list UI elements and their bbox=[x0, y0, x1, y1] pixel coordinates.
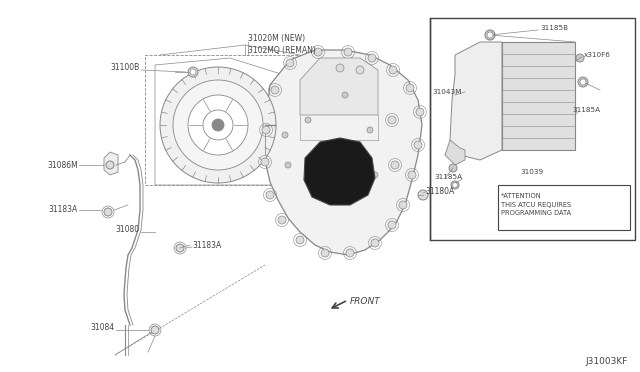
Circle shape bbox=[449, 164, 457, 172]
Text: 3102MQ (REMAN): 3102MQ (REMAN) bbox=[248, 45, 316, 55]
Text: 31086M: 31086M bbox=[47, 160, 78, 170]
Text: J31003KF: J31003KF bbox=[586, 357, 628, 366]
Circle shape bbox=[576, 54, 584, 62]
Circle shape bbox=[188, 67, 198, 77]
Circle shape bbox=[399, 201, 407, 209]
Circle shape bbox=[356, 66, 364, 74]
Circle shape bbox=[296, 236, 304, 244]
Circle shape bbox=[388, 221, 396, 229]
Circle shape bbox=[367, 127, 373, 133]
Circle shape bbox=[389, 66, 397, 74]
Circle shape bbox=[371, 239, 379, 247]
Bar bbox=[502, 42, 575, 150]
Circle shape bbox=[160, 67, 276, 183]
Bar bbox=[498, 185, 630, 230]
Circle shape bbox=[388, 116, 396, 124]
Circle shape bbox=[578, 77, 588, 87]
Circle shape bbox=[416, 108, 424, 116]
Text: 31020M (NEW): 31020M (NEW) bbox=[248, 33, 305, 42]
Circle shape bbox=[188, 95, 248, 155]
Circle shape bbox=[151, 326, 159, 334]
Circle shape bbox=[372, 172, 378, 178]
Circle shape bbox=[203, 110, 233, 140]
Circle shape bbox=[104, 208, 112, 216]
Bar bbox=[430, 18, 635, 240]
Text: FRONT: FRONT bbox=[350, 298, 381, 307]
Text: 31039: 31039 bbox=[520, 169, 543, 175]
Text: 31185A: 31185A bbox=[434, 174, 462, 180]
Circle shape bbox=[106, 161, 114, 169]
Circle shape bbox=[278, 216, 286, 224]
Circle shape bbox=[346, 249, 354, 257]
Circle shape bbox=[321, 249, 329, 257]
Text: 31180A: 31180A bbox=[425, 187, 454, 196]
Polygon shape bbox=[445, 140, 465, 165]
Text: 31043M: 31043M bbox=[432, 89, 461, 95]
Circle shape bbox=[368, 54, 376, 62]
Circle shape bbox=[173, 80, 263, 170]
Bar bbox=[145, 55, 300, 185]
Circle shape bbox=[314, 48, 322, 56]
Circle shape bbox=[285, 162, 291, 168]
Circle shape bbox=[336, 64, 344, 72]
Text: 31183A: 31183A bbox=[49, 205, 78, 215]
Circle shape bbox=[391, 161, 399, 169]
Text: 31100B: 31100B bbox=[111, 64, 140, 73]
Circle shape bbox=[414, 141, 422, 149]
Circle shape bbox=[212, 119, 224, 131]
Circle shape bbox=[261, 158, 269, 166]
Text: 31185A: 31185A bbox=[572, 107, 600, 113]
Circle shape bbox=[266, 191, 274, 199]
Text: 31080: 31080 bbox=[116, 225, 140, 234]
Text: 31084: 31084 bbox=[91, 324, 115, 333]
Circle shape bbox=[452, 183, 458, 187]
Circle shape bbox=[580, 79, 586, 85]
Circle shape bbox=[487, 32, 493, 38]
Circle shape bbox=[176, 244, 184, 252]
Circle shape bbox=[451, 181, 459, 189]
Circle shape bbox=[286, 59, 294, 67]
Circle shape bbox=[271, 86, 279, 94]
Circle shape bbox=[485, 30, 495, 40]
Polygon shape bbox=[450, 42, 502, 160]
Text: 31185B: 31185B bbox=[540, 25, 568, 31]
Circle shape bbox=[342, 92, 348, 98]
Polygon shape bbox=[265, 50, 422, 255]
Text: 31183A: 31183A bbox=[192, 241, 221, 250]
Polygon shape bbox=[300, 58, 378, 115]
Circle shape bbox=[305, 117, 311, 123]
Text: x310F6: x310F6 bbox=[584, 52, 611, 58]
Circle shape bbox=[408, 171, 416, 179]
Circle shape bbox=[406, 84, 414, 92]
Circle shape bbox=[344, 48, 352, 56]
Polygon shape bbox=[104, 152, 118, 175]
Circle shape bbox=[418, 190, 428, 200]
Circle shape bbox=[190, 69, 196, 75]
Circle shape bbox=[262, 126, 270, 134]
Circle shape bbox=[282, 132, 288, 138]
Polygon shape bbox=[304, 138, 375, 205]
Text: *ATTENTION
THIS ATCU REQUIRES
PROGRAMMING DATA: *ATTENTION THIS ATCU REQUIRES PROGRAMMIN… bbox=[501, 193, 571, 216]
